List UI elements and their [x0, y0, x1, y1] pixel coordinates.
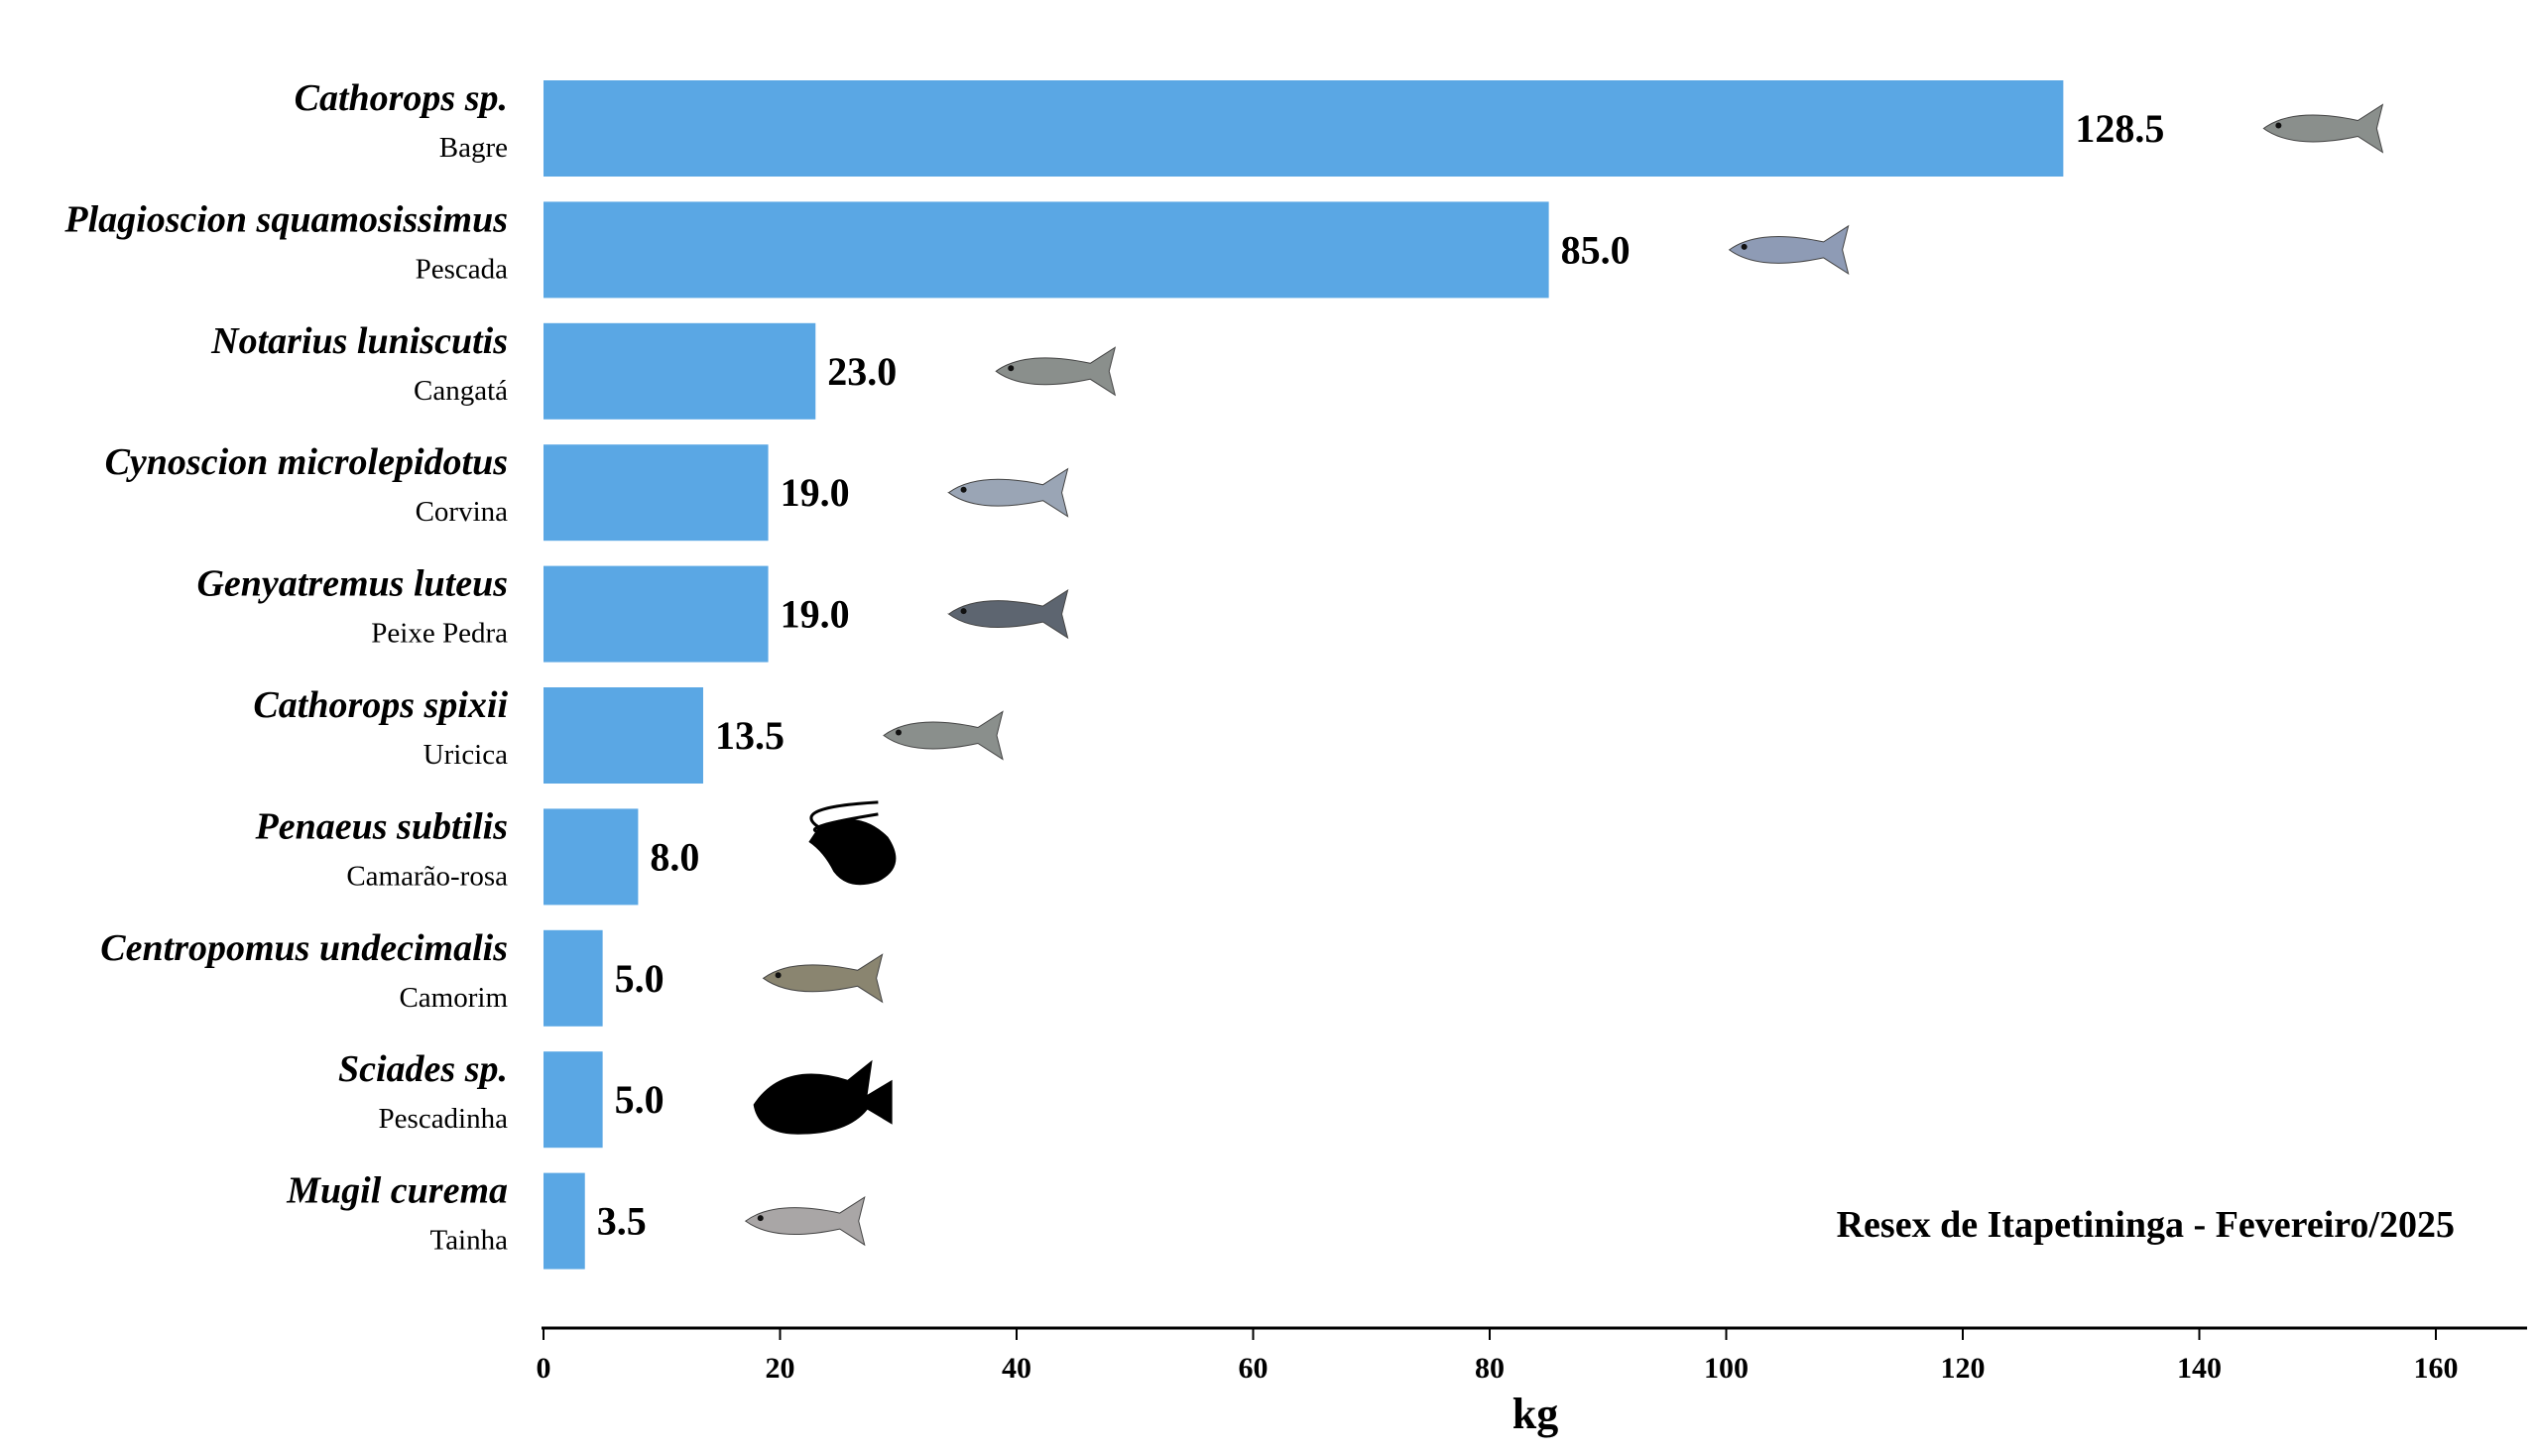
catfish-icon — [995, 346, 1117, 397]
species-label: Cathorops sp. — [295, 77, 508, 119]
x-tick-label: 0 — [537, 1352, 551, 1385]
bar — [544, 80, 2064, 177]
x-tick-label: 140 — [2177, 1352, 2222, 1385]
species-label: Sciades sp. — [338, 1048, 508, 1090]
species-label: Genyatremus luteus — [196, 563, 508, 605]
species-label: Mugil curema — [286, 1170, 508, 1212]
value-label: 13.5 — [715, 713, 785, 758]
species-label: Plagioscion squamosissimus — [63, 198, 508, 240]
x-tick-label: 120 — [1941, 1352, 1986, 1385]
snook-icon — [762, 953, 884, 1004]
x-tick-label: 40 — [1002, 1352, 1031, 1385]
value-label: 23.0 — [827, 349, 897, 394]
catfish-icon — [883, 710, 1004, 761]
catfish-icon — [2262, 103, 2384, 154]
x-tick-label: 20 — [766, 1352, 795, 1385]
value-label: 5.0 — [615, 956, 665, 1001]
bar — [544, 687, 703, 784]
shrimp-silhouette-icon — [808, 800, 897, 886]
x-axis-label: kg — [1512, 1390, 1558, 1438]
bar — [544, 929, 603, 1027]
bar — [544, 1051, 603, 1149]
fish-silhouette-icon — [753, 1059, 893, 1135]
bar — [544, 1172, 585, 1270]
grunt-fish-icon — [947, 589, 1069, 640]
common-name-label: Pescada — [416, 253, 509, 285]
common-name-label: Tainha — [430, 1225, 509, 1257]
bar — [544, 808, 639, 906]
species-label: Cathorops spixii — [253, 684, 508, 726]
common-name-label: Bagre — [439, 132, 508, 164]
value-label: 128.5 — [2075, 106, 2164, 151]
weakfish-icon — [947, 467, 1069, 518]
chart-annotation: Resex de Itapetininga - Fevereiro/2025 — [1837, 1204, 2455, 1246]
croaker-icon — [1728, 224, 1850, 275]
common-name-label: Camarão-rosa — [346, 860, 508, 892]
common-name-label: Peixe Pedra — [371, 618, 508, 650]
value-label: 85.0 — [1561, 227, 1631, 272]
value-label: 19.0 — [781, 470, 850, 515]
species-label: Penaeus subtilis — [255, 805, 508, 847]
value-label: 8.0 — [650, 834, 699, 879]
common-name-label: Uricica — [423, 739, 508, 771]
x-tick-label: 100 — [1704, 1352, 1749, 1385]
common-name-label: Camorim — [399, 982, 508, 1014]
value-label: 19.0 — [781, 592, 850, 637]
common-name-label: Cangatá — [414, 375, 508, 407]
x-tick-label: 60 — [1239, 1352, 1269, 1385]
species-label: Centropomus undecimalis — [100, 927, 508, 969]
bar — [544, 322, 816, 420]
common-name-label: Pescadinha — [379, 1103, 509, 1135]
species-label: Notarius luniscutis — [210, 320, 508, 362]
x-tick-label: 80 — [1475, 1352, 1505, 1385]
x-tick-label: 160 — [2414, 1352, 2459, 1385]
value-label: 5.0 — [615, 1077, 665, 1122]
value-label: 3.5 — [597, 1199, 647, 1244]
species-label: Cynoscion microlepidotus — [105, 441, 508, 483]
bar — [544, 444, 769, 542]
common-name-label: Corvina — [416, 496, 509, 528]
mullet-icon — [744, 1196, 866, 1247]
bar — [544, 201, 1549, 299]
bar — [544, 565, 769, 663]
